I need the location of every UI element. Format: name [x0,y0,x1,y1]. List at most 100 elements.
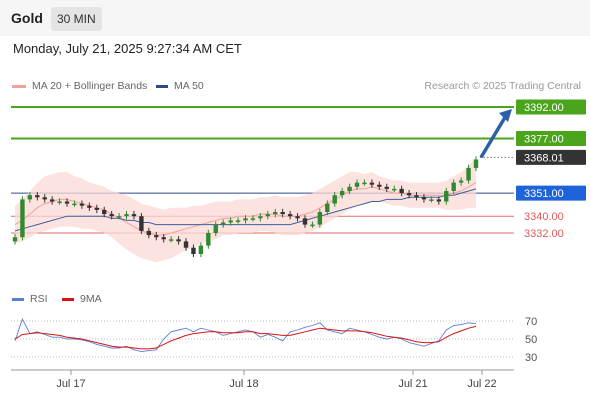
level-label-3351.00: 3351.00 [524,188,564,200]
candle-body [362,182,367,185]
candle-body [198,245,204,254]
candle-body [235,220,241,222]
candle-body [421,197,427,200]
candle-body [458,180,464,183]
candle-body [436,199,442,202]
timeframe-badge[interactable]: 30 MIN [51,7,102,31]
ma50-line [14,188,477,232]
candle-body [466,167,471,181]
candle-body [429,199,434,201]
legend-9ma: 9MA [62,293,102,305]
level-label-bg-3368.01 [516,149,586,165]
candle-body [42,197,47,200]
x-tick-label: Jul 22 [467,378,496,390]
header-bar: Gold 30 MIN [0,0,590,36]
candle-body [183,241,189,248]
candle-body [131,214,137,217]
candle-body [27,195,33,200]
bollinger-band [15,157,476,263]
level-label-3332.00: 3332.00 [524,228,564,240]
level-label-3368.01: 3368.01 [524,152,564,164]
candle-body [102,209,107,215]
rsi-line [14,318,477,353]
candle-body [302,218,308,225]
candle-body [332,195,337,204]
candle-body [35,195,40,198]
candle-body [154,235,159,238]
target-arrow-head [499,109,512,122]
candle-body [287,214,293,217]
x-tick-label: Jul 18 [229,378,258,390]
candle-body [295,216,300,219]
candle-body [213,224,218,233]
candle-body [399,188,404,194]
legend-ma20: MA 20 + Bollinger Bands [12,80,147,92]
ma20-swatch [12,84,26,88]
candle-body [317,212,323,225]
rsi-tick-70: 70 [525,316,537,328]
candle-body [64,201,70,204]
candle-body [444,191,449,202]
candle-body [451,182,456,191]
level-label-3340.00: 3340.00 [524,211,564,223]
target-arrow-shaft [479,113,509,159]
candle-body [473,159,479,168]
candle-body [72,203,77,206]
candle-body [392,188,397,191]
level-label-3377.00: 3377.00 [524,134,564,146]
candle-body [168,239,174,241]
candle-body [406,193,412,196]
candle-body [414,195,419,198]
candle-body [87,205,92,208]
legend-rsi: RSI [12,293,48,305]
candle-body [310,224,315,227]
candle-body [94,207,99,210]
candle-body [369,182,375,185]
candle-body [220,222,226,225]
level-label-bg-3392.00 [516,99,586,115]
candle-body [12,237,18,242]
candle-body [109,214,114,217]
candle-body [139,216,144,231]
candle-body [79,203,85,206]
legend-ma50: MA 50 [156,80,204,92]
rsi-tick-50: 50 [525,334,537,346]
candle-body [377,184,382,187]
candle-body [258,216,263,219]
candle-body [354,182,360,187]
ma20-label: MA 20 + Bollinger Bands [32,80,148,92]
instrument-title: Gold [11,10,43,26]
candle-body [339,191,345,196]
rsi-label: RSI [30,293,48,305]
candle-body [384,186,389,189]
candle-body [57,201,62,203]
candle-body [325,203,330,212]
ma9-label: 9MA [80,293,102,305]
candle-body [176,239,181,242]
candle-body [228,220,233,223]
rsi-swatch [12,297,24,301]
level-label-3392.00: 3392.00 [524,102,564,114]
candle-body [49,199,55,202]
candle-body [265,214,271,217]
rsi-tick-30: 30 [525,352,537,364]
candle-body [20,199,25,238]
x-tick-label: Jul 17 [56,378,85,390]
ma9-swatch [62,297,74,301]
datetime-label: Monday, July 21, 2025 9:27:34 AM CET [13,41,242,56]
level-label-bg-3351.00 [516,185,586,201]
candle-body [243,218,248,221]
level-label-bg-3377.00 [516,131,586,146]
candle-body [273,212,278,215]
candle-body [146,230,152,236]
rsi-ma-line [14,325,477,350]
candle-body [206,233,211,246]
credit-text: Research © 2025 Trading Central [424,80,581,92]
candle-body [280,212,285,215]
candle-body [124,214,129,217]
ma50-label: MA 50 [174,80,204,92]
ma50-swatch [156,84,168,88]
candle-body [250,218,256,220]
candle-body [191,247,196,254]
